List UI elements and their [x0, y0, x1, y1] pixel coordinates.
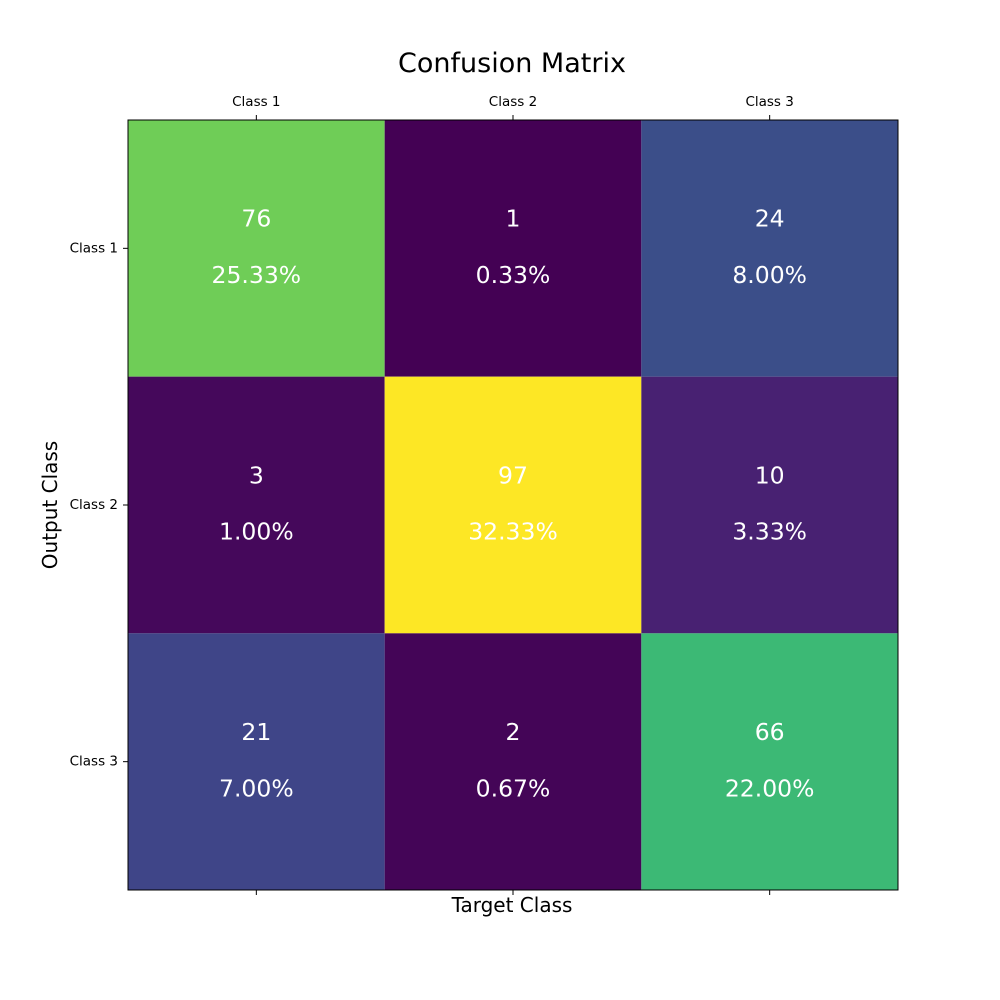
heatmap-cell: [384, 633, 642, 890]
cell-count-label: 21: [241, 718, 271, 746]
cell-percent-label: 8.00%: [732, 261, 807, 289]
cell-count-label: 24: [755, 205, 785, 233]
cell-count-label: 10: [755, 461, 785, 489]
cell-percent-label: 0.67%: [476, 774, 551, 802]
heatmap-cell: [128, 120, 385, 377]
y-axis-label: Output Class: [38, 441, 62, 569]
cell-count-label: 66: [755, 718, 785, 746]
heatmap-cell-labels: 76 25.33% 1 0.33% 24 8.00% 3 1.00% 97 32.33% 10 3.3…: [212, 205, 815, 803]
heatmap-cell: [384, 376, 642, 634]
heatmap-cell: [641, 376, 898, 634]
cell-percent-label: 22.00%: [725, 774, 815, 802]
cell-count-label: 1: [506, 205, 521, 233]
x-tick-label: Class 1: [232, 94, 280, 110]
cell-percent-label: 1.00%: [219, 518, 294, 546]
cell-percent-label: 32.33%: [468, 518, 558, 546]
cell-percent-label: 25.33%: [212, 261, 302, 289]
axis-tick-labels: Class 1 Class 2 Class 3 Class 1 Class 2 Class…: [70, 94, 794, 770]
heatmap-cell: [641, 120, 898, 377]
axis-ticks: [123, 115, 771, 895]
y-tick-label: Class 2: [70, 497, 118, 513]
cell-count-label: 2: [506, 718, 521, 746]
cell-count-label: 97: [498, 461, 528, 489]
cell-percent-label: 0.33%: [476, 261, 551, 289]
cell-count-label: 3: [249, 461, 264, 489]
y-tick-label: Class 1: [70, 240, 118, 256]
heatmap-cell: [128, 633, 385, 890]
cell-percent-label: 3.33%: [732, 518, 807, 546]
heatmap-cell: [641, 633, 898, 890]
heatmap-cells: [128, 120, 898, 890]
cell-count-label: 76: [241, 205, 271, 233]
chart-title: Confusion Matrix: [398, 48, 626, 79]
x-axis-label: Target Class: [451, 893, 573, 917]
y-tick-label: Class 3: [70, 754, 118, 770]
x-tick-label: Class 3: [745, 94, 793, 110]
cell-percent-label: 7.00%: [219, 774, 294, 802]
heatmap-cell: [128, 376, 385, 634]
x-tick-label: Class 2: [489, 94, 537, 110]
heatmap-cell: [384, 120, 642, 377]
